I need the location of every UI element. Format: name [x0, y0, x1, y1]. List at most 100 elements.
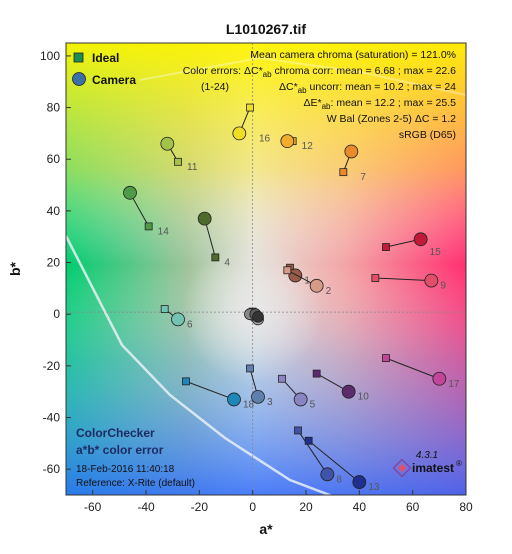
- patch-number: 8: [336, 474, 342, 485]
- patch-10: 10: [312, 369, 370, 403]
- patch-number: 7: [360, 172, 366, 183]
- y-tick-label: -60: [43, 462, 61, 476]
- info-line: ΔC*ab uncorr: mean = 10.2 ; max = 24: [279, 81, 456, 95]
- y-tick-label: 20: [47, 256, 61, 270]
- plot-frame: [65, 42, 467, 496]
- ideal-marker: [312, 369, 321, 378]
- camera-marker: [344, 144, 359, 159]
- info-sym: ΔC*: [244, 65, 263, 77]
- patch-15: 15: [382, 232, 442, 258]
- legend-ideal-marker: [73, 52, 84, 63]
- info-line: ΔE*ab: mean = 12.2 ; max = 25.5: [303, 97, 456, 111]
- info-line-lead: (1-24): [201, 81, 229, 93]
- neutral-patches: [244, 307, 264, 326]
- camera-marker: [227, 392, 241, 407]
- info-line: Mean camera chroma (saturation) = 121.0%: [250, 49, 456, 61]
- y-tick-label: -40: [43, 411, 61, 425]
- timestamp: 18-Feb-2016 11:40:18: [76, 464, 175, 475]
- y-tick-label: 80: [47, 101, 61, 115]
- x-axis-label: a*: [259, 521, 273, 537]
- imatest-logo-icon: [392, 458, 412, 478]
- x-tick-label: -20: [191, 500, 209, 514]
- ideal-marker: [182, 377, 190, 386]
- info-post: : mean = 12.2 ; max = 25.5: [331, 97, 457, 109]
- patch-12: 12: [280, 134, 314, 152]
- ideal-marker: [246, 364, 254, 373]
- patch-number: 10: [358, 392, 370, 403]
- info-post: uncorr: mean = 10.2 ; max = 24: [307, 81, 457, 93]
- patch-18: 18: [182, 377, 255, 410]
- camera-marker: [309, 278, 324, 293]
- patch-number: 17: [448, 379, 460, 390]
- y-tick-label: 40: [47, 204, 61, 218]
- x-tick-label: -60: [84, 500, 102, 514]
- camera-marker: [432, 371, 447, 386]
- camera-marker: [280, 134, 295, 149]
- patch-number: 16: [259, 133, 271, 144]
- info-line: sRGB (D65): [399, 129, 456, 141]
- error-line: [375, 277, 432, 282]
- info-post: chroma corr: mean = 6.68 ; max = 22.6: [272, 65, 457, 77]
- info-line: Color errors: ΔC*ab chroma corr: mean = …: [183, 65, 456, 79]
- camera-marker: [424, 273, 439, 288]
- patch-number: 5: [310, 399, 316, 410]
- ideal-marker: [382, 243, 390, 251]
- chart-subtitle: a*b* color error: [76, 443, 164, 457]
- info-sub: ab: [322, 102, 331, 111]
- ideal-marker: [304, 436, 313, 445]
- patch-number: 9: [440, 281, 446, 292]
- patch-number: 2: [326, 286, 332, 297]
- patch-11: 11: [160, 136, 198, 173]
- patch-8: 8: [294, 426, 342, 485]
- info-sym: ΔE*: [303, 97, 321, 109]
- patch-13: 13: [304, 436, 380, 493]
- y-tick-label: 0: [53, 307, 60, 321]
- ideal-marker: [382, 354, 390, 363]
- x-tick-label: 80: [459, 500, 473, 514]
- camera-marker: [288, 268, 303, 283]
- patch-number: 13: [368, 482, 380, 493]
- legend-ideal-label: Ideal: [92, 51, 119, 65]
- camera-marker: [232, 126, 247, 141]
- patch-6: 6: [160, 305, 193, 330]
- patch-7: 7: [339, 144, 366, 183]
- x-tick-label: 60: [406, 500, 420, 514]
- error-line: [297, 430, 328, 475]
- brand-trademark: ®: [456, 459, 462, 468]
- camera-marker: [123, 185, 137, 200]
- patch-number: 15: [430, 247, 442, 258]
- info-sub: ab: [263, 70, 272, 79]
- brand-name: imatest: [412, 461, 454, 475]
- y-axis-label: b*: [7, 261, 23, 276]
- camera-marker: [293, 392, 308, 407]
- chart-title: L1010267.tif: [226, 21, 306, 37]
- ideal-marker: [371, 274, 380, 282]
- info-sym: ΔC*: [279, 81, 298, 93]
- patch-17: 17: [382, 354, 460, 390]
- legend-camera-marker: [72, 72, 86, 86]
- ideal-marker: [211, 253, 220, 262]
- ideal-marker: [278, 374, 286, 383]
- patch-number: 11: [187, 162, 198, 173]
- plot-background: 123456789101112131415161718: [66, 43, 466, 495]
- camera-marker: [352, 475, 367, 489]
- patch-number: 4: [224, 257, 230, 268]
- camera-marker: [197, 211, 212, 226]
- error-line: [308, 440, 360, 483]
- patch-number: 14: [158, 226, 170, 237]
- legend-camera-label: Camera: [92, 73, 136, 87]
- legend: Ideal Camera: [72, 51, 136, 87]
- patch-14: 14: [123, 185, 170, 237]
- patch-number: 12: [302, 141, 314, 152]
- chart-notes: ColorChecker a*b* color error 18-Feb-201…: [76, 426, 195, 489]
- reference-note: Reference: X-Rite (default): [76, 478, 195, 489]
- patch-3: 3: [246, 364, 273, 408]
- patch-number: 3: [267, 397, 273, 408]
- version-label: 4.3.1: [416, 450, 438, 461]
- y-tick-label: 100: [40, 49, 60, 63]
- axes: -60 -40 -20 0 20 40 60 80 -60 -40 -20 0 20 40 60 80 100: [40, 49, 473, 514]
- patch-4: 4: [197, 211, 230, 268]
- patch-number: 6: [187, 319, 193, 330]
- patch-5: 5: [278, 374, 316, 410]
